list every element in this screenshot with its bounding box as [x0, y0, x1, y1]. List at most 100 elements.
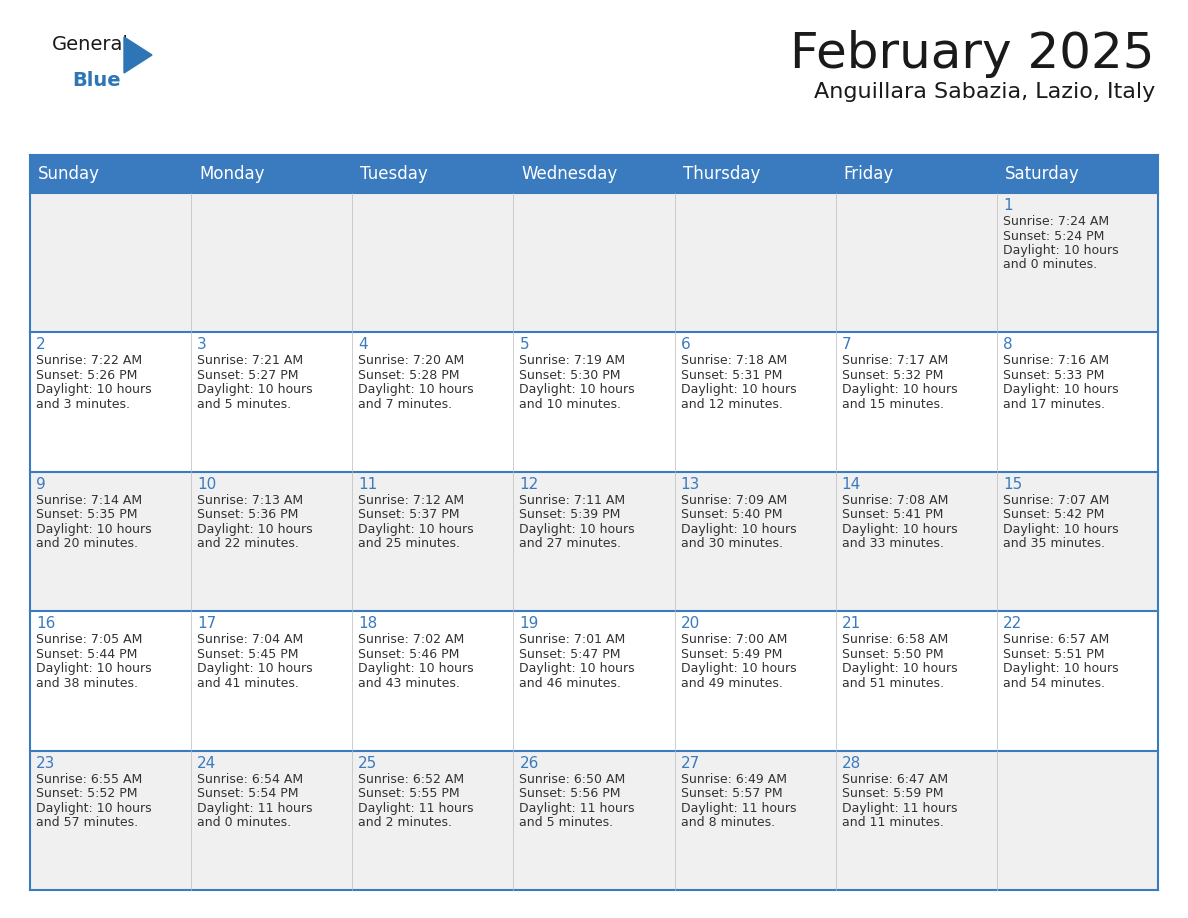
- Text: and 15 minutes.: and 15 minutes.: [842, 397, 943, 411]
- Text: Daylight: 10 hours: Daylight: 10 hours: [197, 662, 312, 676]
- Text: Sunrise: 6:49 AM: Sunrise: 6:49 AM: [681, 773, 786, 786]
- Text: and 35 minutes.: and 35 minutes.: [1003, 537, 1105, 550]
- Text: 21: 21: [842, 616, 861, 632]
- Bar: [997, 751, 1158, 890]
- Bar: [835, 155, 997, 193]
- Text: Friday: Friday: [843, 165, 893, 183]
- Text: 6: 6: [681, 338, 690, 353]
- Text: Sunset: 5:28 PM: Sunset: 5:28 PM: [359, 369, 460, 382]
- Text: Sunset: 5:42 PM: Sunset: 5:42 PM: [1003, 509, 1104, 521]
- Text: Daylight: 10 hours: Daylight: 10 hours: [36, 801, 152, 814]
- Text: Monday: Monday: [200, 165, 265, 183]
- Bar: [675, 332, 835, 472]
- Text: Sunrise: 7:12 AM: Sunrise: 7:12 AM: [359, 494, 465, 507]
- Text: Sunrise: 6:57 AM: Sunrise: 6:57 AM: [1003, 633, 1110, 646]
- Text: Daylight: 10 hours: Daylight: 10 hours: [842, 662, 958, 676]
- Bar: [191, 332, 353, 472]
- Bar: [513, 193, 675, 332]
- Text: General: General: [52, 35, 128, 54]
- Text: Sunset: 5:49 PM: Sunset: 5:49 PM: [681, 648, 782, 661]
- Text: 13: 13: [681, 476, 700, 492]
- Text: 23: 23: [36, 756, 56, 770]
- Text: Sunset: 5:51 PM: Sunset: 5:51 PM: [1003, 648, 1105, 661]
- Text: and 0 minutes.: and 0 minutes.: [1003, 259, 1097, 272]
- Text: Daylight: 10 hours: Daylight: 10 hours: [359, 522, 474, 536]
- Text: Tuesday: Tuesday: [360, 165, 428, 183]
- Bar: [835, 611, 997, 751]
- Text: Wednesday: Wednesday: [522, 165, 618, 183]
- Text: and 0 minutes.: and 0 minutes.: [197, 816, 291, 829]
- Text: and 51 minutes.: and 51 minutes.: [842, 677, 943, 689]
- Text: Sunset: 5:37 PM: Sunset: 5:37 PM: [359, 509, 460, 521]
- Text: Sunrise: 7:04 AM: Sunrise: 7:04 AM: [197, 633, 303, 646]
- Text: Sunset: 5:26 PM: Sunset: 5:26 PM: [36, 369, 138, 382]
- Text: Sunrise: 7:08 AM: Sunrise: 7:08 AM: [842, 494, 948, 507]
- Text: and 12 minutes.: and 12 minutes.: [681, 397, 783, 411]
- Text: 9: 9: [36, 476, 46, 492]
- Text: Blue: Blue: [72, 71, 121, 90]
- Bar: [997, 332, 1158, 472]
- Text: Sunset: 5:31 PM: Sunset: 5:31 PM: [681, 369, 782, 382]
- Text: Sunset: 5:57 PM: Sunset: 5:57 PM: [681, 787, 782, 800]
- Text: and 57 minutes.: and 57 minutes.: [36, 816, 138, 829]
- Text: 7: 7: [842, 338, 852, 353]
- Bar: [30, 472, 191, 611]
- Text: Sunset: 5:47 PM: Sunset: 5:47 PM: [519, 648, 621, 661]
- Text: 15: 15: [1003, 476, 1022, 492]
- Text: Sunset: 5:45 PM: Sunset: 5:45 PM: [197, 648, 298, 661]
- Bar: [191, 193, 353, 332]
- Text: 24: 24: [197, 756, 216, 770]
- Text: 25: 25: [359, 756, 378, 770]
- Bar: [675, 611, 835, 751]
- Text: Sunset: 5:44 PM: Sunset: 5:44 PM: [36, 648, 138, 661]
- Text: Sunrise: 7:18 AM: Sunrise: 7:18 AM: [681, 354, 786, 367]
- Text: Sunrise: 6:58 AM: Sunrise: 6:58 AM: [842, 633, 948, 646]
- Bar: [353, 751, 513, 890]
- Text: and 2 minutes.: and 2 minutes.: [359, 816, 453, 829]
- Text: Sunday: Sunday: [38, 165, 100, 183]
- Bar: [353, 155, 513, 193]
- Text: 26: 26: [519, 756, 539, 770]
- Text: and 10 minutes.: and 10 minutes.: [519, 397, 621, 411]
- Bar: [513, 155, 675, 193]
- Text: and 38 minutes.: and 38 minutes.: [36, 677, 138, 689]
- Text: and 41 minutes.: and 41 minutes.: [197, 677, 299, 689]
- Bar: [191, 155, 353, 193]
- Text: Daylight: 10 hours: Daylight: 10 hours: [681, 522, 796, 536]
- Text: and 20 minutes.: and 20 minutes.: [36, 537, 138, 550]
- Text: and 46 minutes.: and 46 minutes.: [519, 677, 621, 689]
- Text: and 49 minutes.: and 49 minutes.: [681, 677, 783, 689]
- Text: Sunset: 5:33 PM: Sunset: 5:33 PM: [1003, 369, 1104, 382]
- Bar: [353, 472, 513, 611]
- Text: and 43 minutes.: and 43 minutes.: [359, 677, 460, 689]
- Text: Sunrise: 7:22 AM: Sunrise: 7:22 AM: [36, 354, 143, 367]
- Bar: [30, 611, 191, 751]
- Text: Sunrise: 7:00 AM: Sunrise: 7:00 AM: [681, 633, 786, 646]
- Text: Sunset: 5:41 PM: Sunset: 5:41 PM: [842, 509, 943, 521]
- Text: Daylight: 10 hours: Daylight: 10 hours: [519, 662, 636, 676]
- Bar: [675, 472, 835, 611]
- Text: 14: 14: [842, 476, 861, 492]
- Text: 2: 2: [36, 338, 45, 353]
- Text: 22: 22: [1003, 616, 1022, 632]
- Bar: [513, 332, 675, 472]
- Text: and 3 minutes.: and 3 minutes.: [36, 397, 129, 411]
- Bar: [191, 472, 353, 611]
- Text: Sunrise: 7:05 AM: Sunrise: 7:05 AM: [36, 633, 143, 646]
- Bar: [835, 193, 997, 332]
- Text: Sunset: 5:39 PM: Sunset: 5:39 PM: [519, 509, 621, 521]
- Text: Sunset: 5:32 PM: Sunset: 5:32 PM: [842, 369, 943, 382]
- Text: Sunset: 5:30 PM: Sunset: 5:30 PM: [519, 369, 621, 382]
- Text: and 27 minutes.: and 27 minutes.: [519, 537, 621, 550]
- Bar: [513, 751, 675, 890]
- Text: February 2025: February 2025: [790, 30, 1155, 78]
- Text: Sunset: 5:59 PM: Sunset: 5:59 PM: [842, 787, 943, 800]
- Bar: [30, 155, 191, 193]
- Text: Sunrise: 7:24 AM: Sunrise: 7:24 AM: [1003, 215, 1108, 228]
- Text: Sunset: 5:40 PM: Sunset: 5:40 PM: [681, 509, 782, 521]
- Text: Daylight: 11 hours: Daylight: 11 hours: [519, 801, 634, 814]
- Text: Sunset: 5:27 PM: Sunset: 5:27 PM: [197, 369, 298, 382]
- Text: Sunset: 5:56 PM: Sunset: 5:56 PM: [519, 787, 621, 800]
- Text: Daylight: 10 hours: Daylight: 10 hours: [842, 384, 958, 397]
- Text: Daylight: 10 hours: Daylight: 10 hours: [197, 384, 312, 397]
